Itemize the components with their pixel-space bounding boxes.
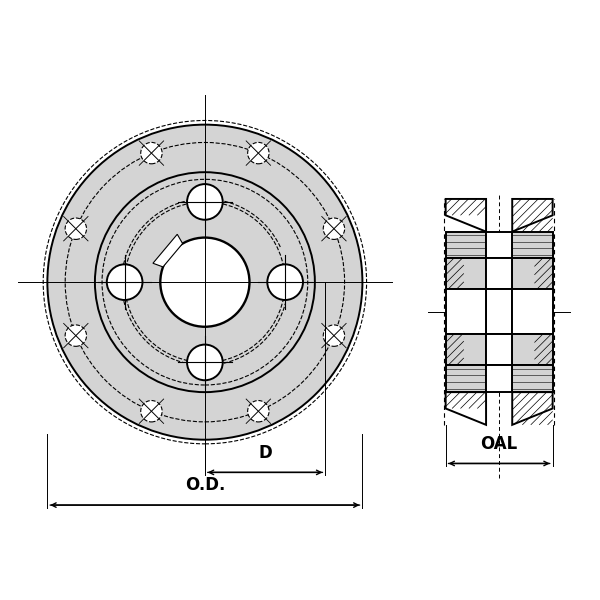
- Bar: [512, 232, 553, 259]
- Bar: [446, 365, 486, 392]
- Circle shape: [248, 401, 269, 422]
- Bar: [446, 259, 486, 289]
- Bar: [486, 259, 512, 289]
- Bar: [486, 232, 512, 259]
- Circle shape: [95, 172, 315, 392]
- Circle shape: [187, 184, 223, 220]
- Polygon shape: [512, 199, 553, 232]
- Bar: [486, 289, 512, 334]
- Polygon shape: [153, 234, 182, 267]
- Bar: [512, 365, 553, 392]
- Bar: [486, 334, 512, 365]
- Circle shape: [65, 218, 86, 239]
- Text: OAL: OAL: [481, 435, 518, 453]
- Polygon shape: [512, 392, 553, 425]
- Bar: [446, 334, 486, 365]
- Circle shape: [248, 142, 269, 164]
- Text: O.D.: O.D.: [185, 476, 225, 494]
- Text: D: D: [258, 443, 272, 461]
- Polygon shape: [446, 199, 486, 232]
- Circle shape: [107, 265, 142, 300]
- Circle shape: [65, 325, 86, 346]
- Circle shape: [141, 142, 162, 164]
- Circle shape: [323, 325, 344, 346]
- Circle shape: [268, 265, 303, 300]
- Circle shape: [160, 238, 250, 327]
- Polygon shape: [446, 392, 486, 425]
- Bar: [512, 334, 553, 365]
- Bar: [512, 289, 553, 334]
- Circle shape: [47, 125, 362, 440]
- Bar: [446, 289, 486, 334]
- Circle shape: [323, 218, 344, 239]
- Circle shape: [187, 344, 223, 380]
- Bar: [446, 232, 486, 259]
- Circle shape: [141, 401, 162, 422]
- Bar: [486, 365, 512, 392]
- Bar: [512, 259, 553, 289]
